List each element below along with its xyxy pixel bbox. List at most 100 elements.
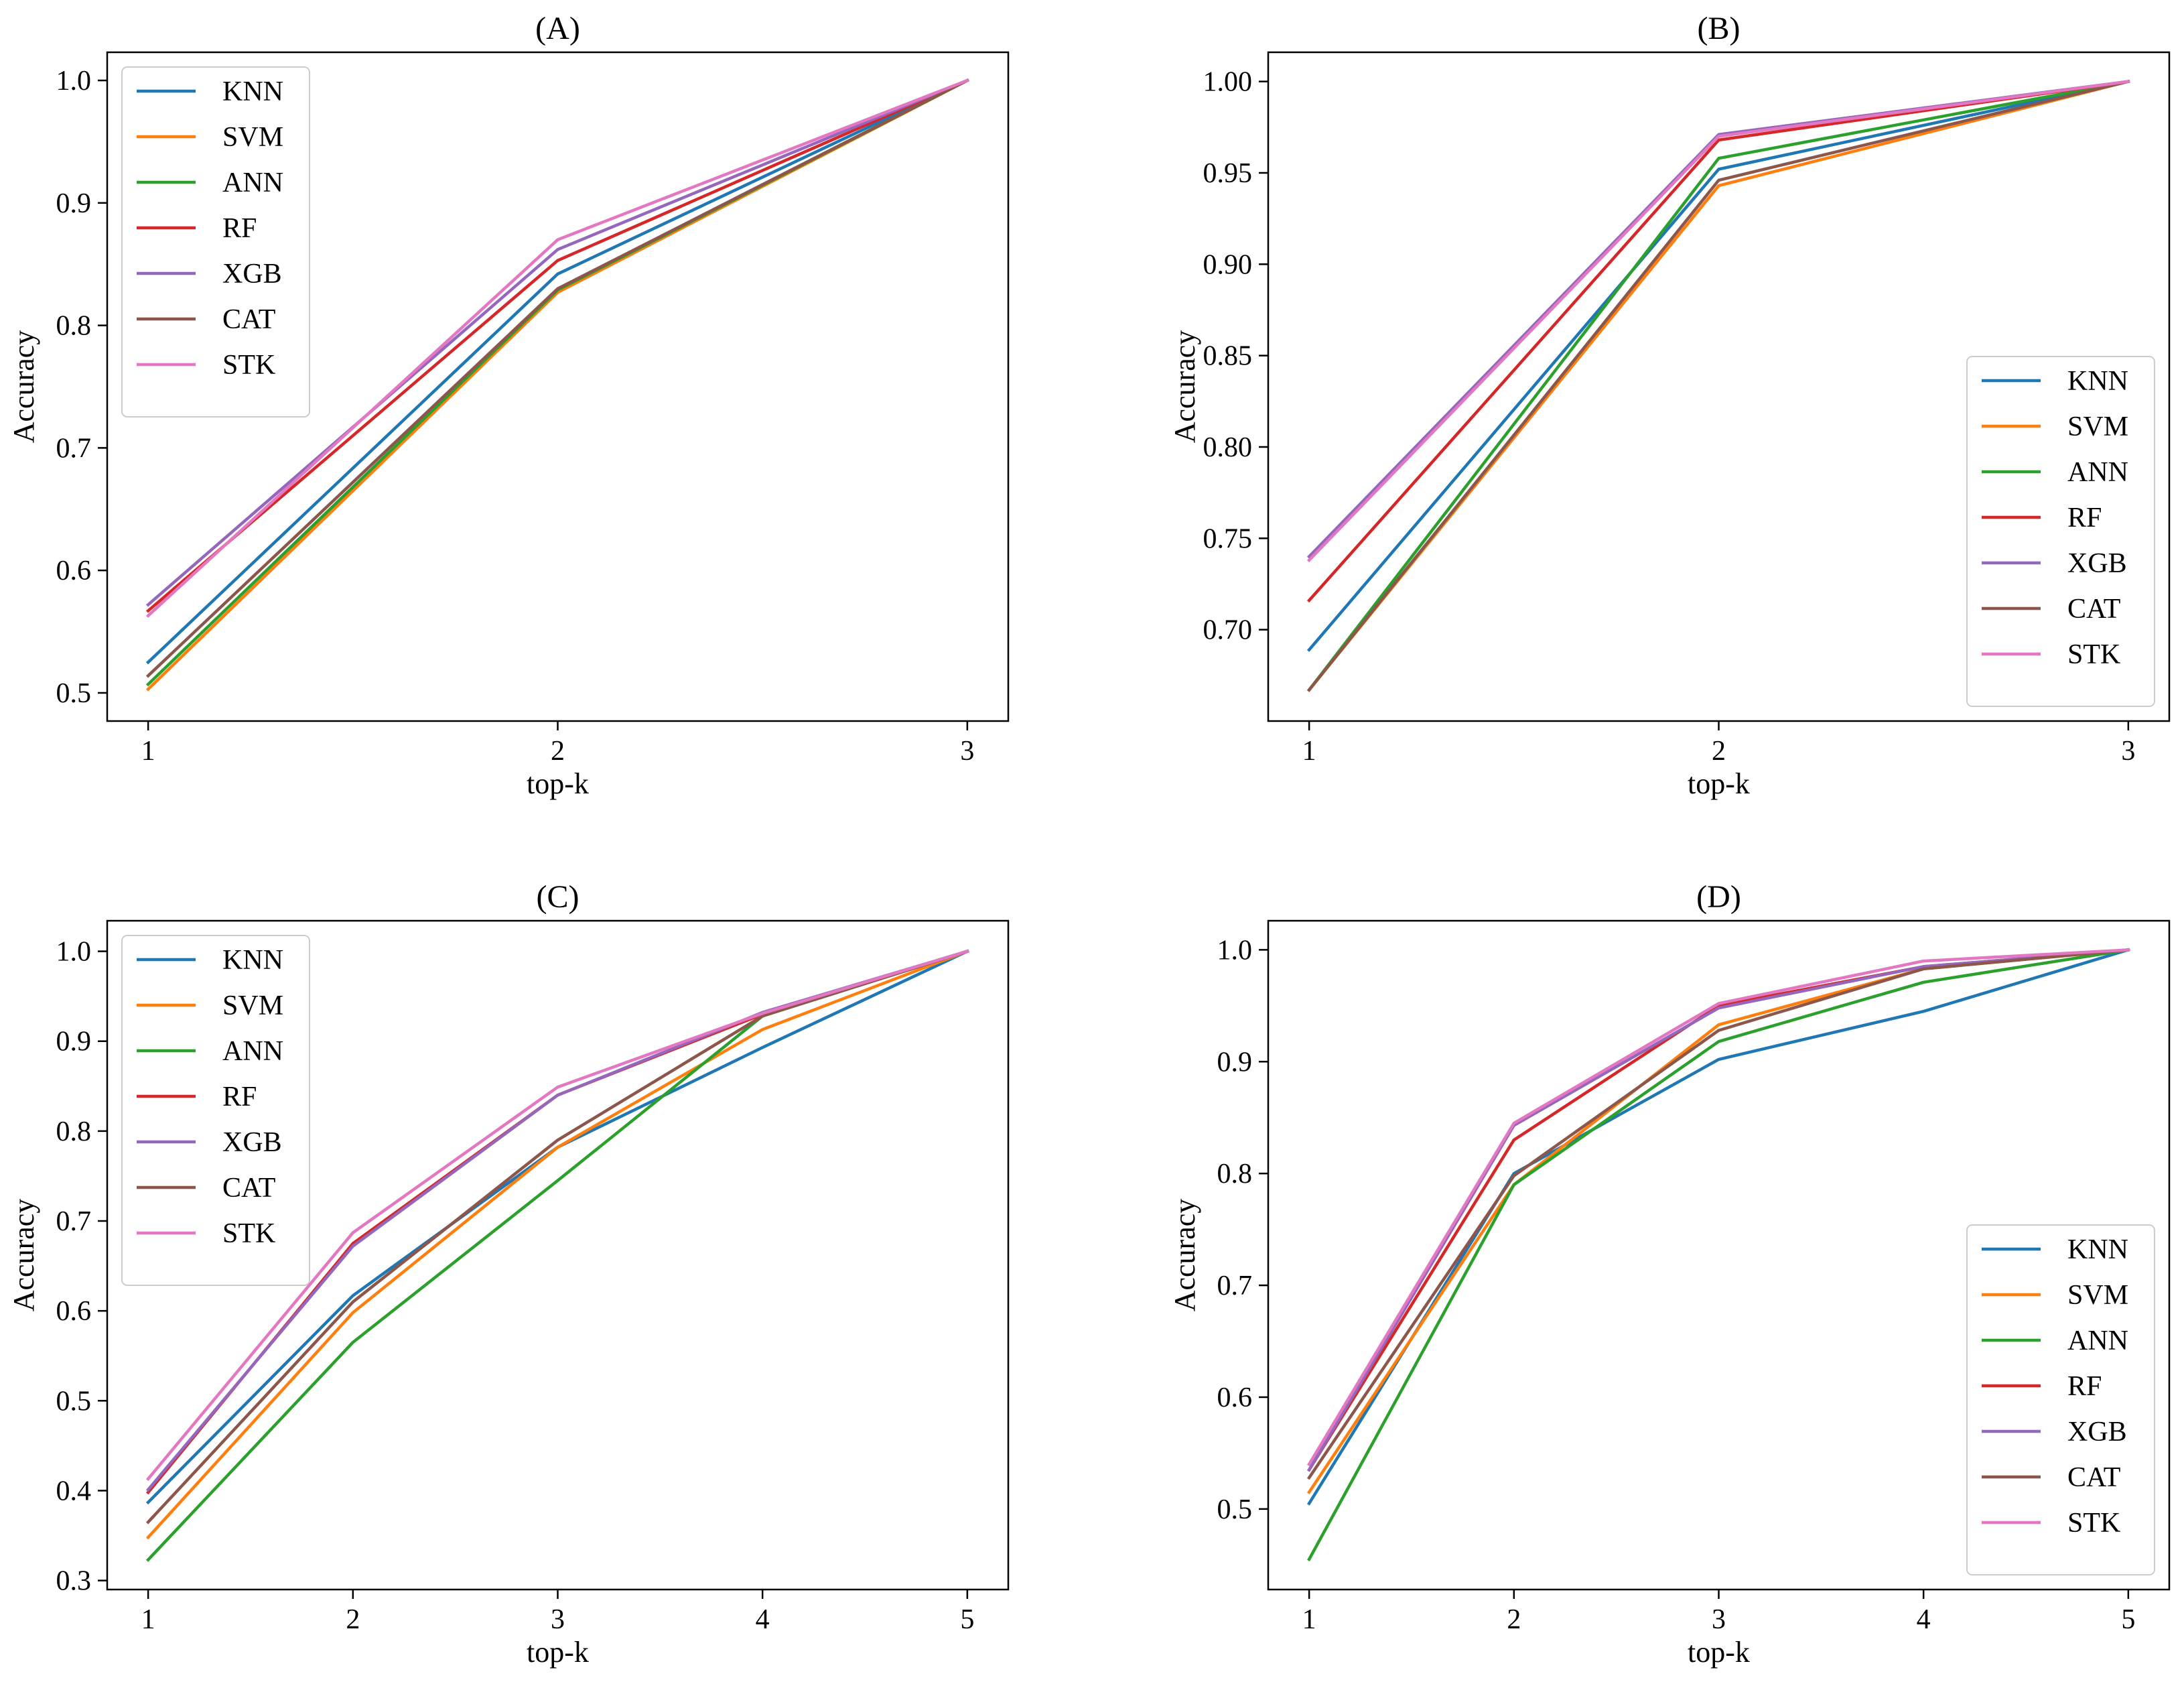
- series-line-stk: [1306, 80, 2130, 563]
- legend-box: [1966, 356, 2155, 707]
- series-line-xgb: [1307, 948, 2130, 1472]
- legend-label-ann: ANN: [2067, 457, 2128, 488]
- legend-label-rf: RF: [2067, 1371, 2102, 1402]
- y-tick-label: 0.95: [1203, 158, 1253, 189]
- x-tick-label: 4: [1917, 1604, 1931, 1635]
- series-line-knn: [1306, 79, 2130, 652]
- legend-label-svm: SVM: [222, 990, 283, 1021]
- series-line-knn: [1307, 948, 2130, 1506]
- legend-label-knn: KNN: [222, 945, 283, 976]
- chart-panel-b: 1 2 3 0.70 0.75 0.80 0.85 0.90 0.95 1.00 (B) top-k A…: [1168, 11, 2171, 800]
- legend-label-cat: CAT: [222, 304, 275, 335]
- y-tick-label: 0.9: [56, 188, 92, 219]
- legend-label-ann: ANN: [222, 168, 283, 198]
- chart-title: (B): [1698, 11, 1741, 46]
- y-tick-label: 0.5: [56, 1386, 92, 1417]
- legend: KNN SVM ANN RF XGB CAT STK: [121, 66, 310, 417]
- x-tick-label: 4: [756, 1604, 770, 1635]
- y-tick-label: 0.6: [56, 1296, 92, 1327]
- y-tick-label: 0.7: [56, 433, 92, 464]
- y-axis-label: Accuracy: [1168, 1199, 1201, 1312]
- x-axis-label: top-k: [527, 767, 589, 800]
- series-line-cat: [145, 78, 969, 678]
- x-tick-label: 2: [1712, 736, 1726, 767]
- legend-label-stk: STK: [222, 1218, 275, 1249]
- series-line-cat: [145, 949, 969, 1525]
- legend: KNN SVM ANN RF XGB CAT STK: [1966, 1224, 2155, 1575]
- series-line-svm: [145, 949, 969, 1540]
- legend-label-knn: KNN: [2067, 366, 2128, 397]
- chart-title: (A): [535, 11, 580, 46]
- y-tick-label: 0.80: [1203, 432, 1253, 463]
- legend-label-knn: KNN: [2067, 1234, 2128, 1265]
- series-line-cat: [1306, 948, 2130, 1480]
- y-tick-label: 1.00: [1203, 67, 1253, 98]
- y-axis-label: Accuracy: [7, 330, 40, 444]
- legend-label-knn: KNN: [222, 76, 283, 107]
- y-tick-label: 1.0: [56, 937, 92, 968]
- x-tick-label: 3: [960, 736, 974, 767]
- series-line-stk: [1307, 948, 2130, 1467]
- series-line-rf: [145, 78, 969, 613]
- series-line-stk: [145, 78, 969, 618]
- legend-label-rf: RF: [2067, 503, 2102, 533]
- legend: KNN SVM ANN RF XGB CAT STK: [1966, 356, 2155, 707]
- y-tick-label: 1.0: [56, 66, 92, 96]
- series-line-knn: [145, 78, 969, 665]
- legend-label-xgb: XGB: [2067, 1417, 2127, 1447]
- legend-label-cat: CAT: [2067, 594, 2120, 625]
- y-tick-label: 0.3: [56, 1566, 92, 1597]
- series-group: [145, 949, 969, 1562]
- chart-title: (D): [1696, 879, 1741, 915]
- series-group: [1306, 948, 2130, 1561]
- series-line-stk: [145, 949, 969, 1482]
- series-line-xgb: [145, 78, 969, 607]
- x-tick-label: 2: [551, 736, 565, 767]
- legend-box: [121, 66, 310, 417]
- x-tick-label: 3: [1712, 1604, 1726, 1635]
- y-tick-label: 0.9: [1217, 1047, 1253, 1078]
- y-tick-label: 0.5: [56, 678, 92, 709]
- y-tick-label: 1.0: [1217, 935, 1253, 966]
- series-line-cat: [1306, 79, 2130, 692]
- legend-label-stk: STK: [2067, 1508, 2120, 1539]
- y-tick-label: 0.7: [56, 1206, 92, 1237]
- legend-label-ann: ANN: [222, 1036, 283, 1067]
- legend-label-xgb: XGB: [222, 259, 282, 289]
- x-tick-label: 1: [141, 1604, 155, 1635]
- chart-panel-a: 1 2 3 0.5 0.6 0.7 0.8 0.9 1.0 (A) top-k Accuracy KNN…: [7, 11, 1010, 800]
- x-tick-label: 1: [1302, 1604, 1316, 1635]
- y-tick-label: 0.90: [1203, 249, 1253, 280]
- x-tick-label: 1: [1302, 736, 1316, 767]
- legend-label-xgb: XGB: [2067, 548, 2127, 579]
- y-tick-label: 0.6: [56, 556, 92, 586]
- y-tick-label: 0.5: [1217, 1494, 1253, 1525]
- legend-label-svm: SVM: [2067, 1280, 2128, 1311]
- series-line-ann: [1307, 948, 2130, 1561]
- legend-label-stk: STK: [2067, 639, 2120, 670]
- x-tick-label: 2: [1507, 1604, 1521, 1635]
- y-axis-label: Accuracy: [1168, 330, 1201, 444]
- x-axis-label: top-k: [1688, 767, 1750, 800]
- y-tick-label: 0.7: [1217, 1271, 1253, 1301]
- x-tick-label: 2: [346, 1604, 360, 1635]
- legend-label-rf: RF: [222, 213, 257, 244]
- y-tick-label: 0.8: [56, 1116, 92, 1147]
- legend-label-svm: SVM: [2067, 411, 2128, 442]
- x-tick-label: 3: [551, 1604, 565, 1635]
- legend: KNN SVM ANN RF XGB CAT STK: [121, 935, 310, 1286]
- legend-label-rf: RF: [222, 1082, 257, 1112]
- legend-label-xgb: XGB: [222, 1127, 282, 1158]
- series-group: [145, 78, 969, 692]
- y-tick-label: 0.85: [1203, 341, 1253, 372]
- y-tick-label: 0.8: [56, 311, 92, 342]
- y-tick-label: 0.75: [1203, 523, 1253, 554]
- x-tick-label: 5: [2121, 1604, 2135, 1635]
- y-tick-label: 0.9: [56, 1027, 92, 1057]
- x-axis-label: top-k: [527, 1636, 589, 1669]
- series-line-ann: [1306, 79, 2130, 692]
- y-tick-label: 0.8: [1217, 1159, 1253, 1189]
- legend-box: [121, 935, 310, 1286]
